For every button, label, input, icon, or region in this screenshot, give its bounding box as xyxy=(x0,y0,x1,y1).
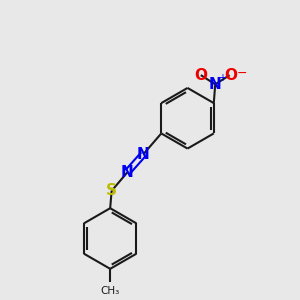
Text: N: N xyxy=(209,77,222,92)
Text: N: N xyxy=(121,165,134,180)
Text: −: − xyxy=(236,67,247,80)
Text: +: + xyxy=(218,73,226,83)
Text: O: O xyxy=(225,68,238,82)
Text: N: N xyxy=(137,147,150,162)
Text: CH₃: CH₃ xyxy=(100,286,120,296)
Text: O: O xyxy=(194,68,207,82)
Text: S: S xyxy=(106,183,117,198)
